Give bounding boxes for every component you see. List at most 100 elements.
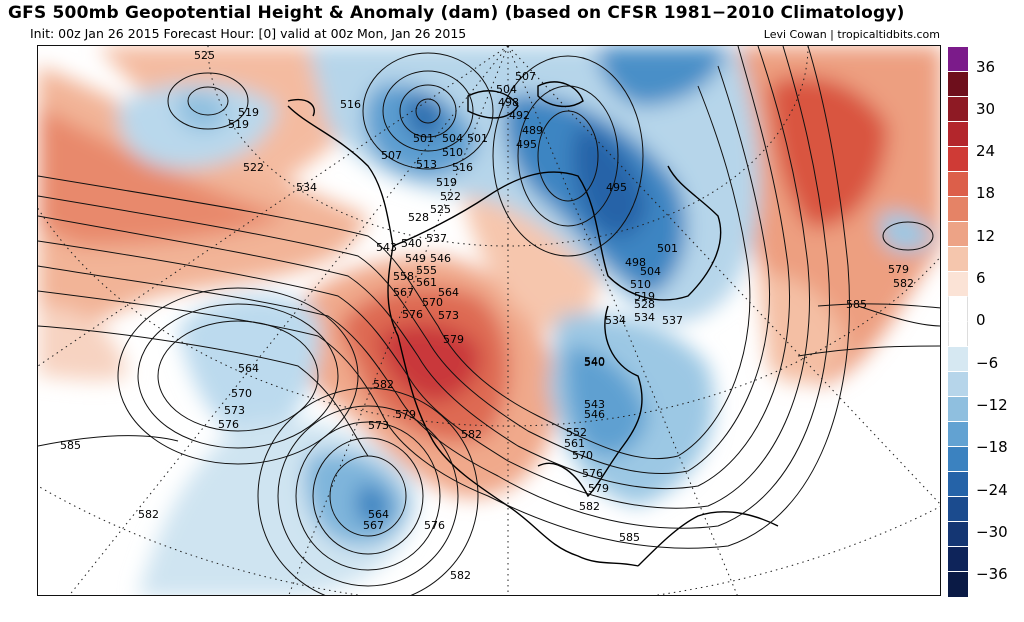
contour-label: 582: [373, 378, 394, 391]
contour-label: 573: [224, 404, 245, 417]
contour-label: 576: [582, 467, 603, 480]
color-scale-step: [948, 246, 968, 272]
contour-label: 555: [416, 264, 437, 277]
chart-title: GFS 500mb Geopotential Height & Anomaly …: [8, 3, 905, 23]
contour-label: 507: [515, 70, 536, 83]
contour-labels: 525 519 519 522 534 516 501 504 501 507 …: [60, 49, 914, 582]
contour-label: 519: [228, 118, 249, 131]
contour-label: 519: [238, 106, 259, 119]
color-scale-step: [948, 421, 968, 447]
scale-label: −6: [976, 354, 999, 372]
map-svg: 525 519 519 522 534 516 501 504 501 507 …: [38, 46, 940, 595]
contour-label: 564: [438, 286, 459, 299]
contour-label: 576: [218, 418, 239, 431]
contour-label: 522: [243, 161, 264, 174]
scale-label: 0: [976, 311, 986, 329]
contour-label: 498: [625, 256, 646, 269]
contour-label: 585: [846, 298, 867, 311]
scale-label: −18: [976, 438, 1008, 456]
color-scale-step: [948, 446, 968, 472]
contour-label: 570: [572, 449, 593, 462]
contour-label: 552: [566, 426, 587, 439]
contour-label: 540: [584, 356, 605, 369]
contour-label: 510: [442, 146, 463, 159]
contour-label: 573: [438, 309, 459, 322]
scale-label: −24: [976, 481, 1008, 499]
contour-label: 534: [634, 311, 655, 324]
scale-label: 30: [976, 100, 996, 118]
contour-label: 528: [634, 298, 655, 311]
contour-label: 501: [657, 242, 678, 255]
contour-label: 528: [408, 211, 429, 224]
anomaly-map: 525 519 519 522 534 516 501 504 501 507 …: [37, 45, 941, 596]
height-contours: [38, 46, 940, 595]
color-scale-step: [948, 121, 968, 147]
contour-label: 585: [60, 439, 81, 452]
contour-label: 519: [634, 290, 655, 303]
contour-label: 582: [579, 500, 600, 513]
contour-label: 561: [564, 437, 585, 450]
contour-label: 534: [605, 314, 626, 327]
coastlines: [287, 81, 779, 567]
contour-label: 579: [395, 408, 416, 421]
contour-label: 516: [340, 98, 361, 111]
credit-text: Levi Cowan | tropicaltidbits.com: [763, 28, 940, 41]
scale-label: 6: [976, 269, 986, 287]
contour-label: 558: [393, 270, 414, 283]
contour-label: 495: [606, 181, 627, 194]
contour-label: 582: [461, 428, 482, 441]
scale-label: 12: [976, 227, 996, 245]
contour-label: 570: [422, 296, 443, 309]
scale-label: 24: [976, 142, 996, 160]
scale-label: 18: [976, 184, 996, 202]
contour-label: 516: [452, 161, 473, 174]
contour-label: 492: [509, 109, 530, 122]
color-scale: [948, 46, 968, 597]
contour-label: 561: [416, 276, 437, 289]
color-scale-step: [948, 146, 968, 172]
contour-label: 549: [405, 252, 426, 265]
contour-label: 582: [893, 277, 914, 290]
contour-label: 582: [450, 569, 471, 582]
color-scale-step: [948, 346, 968, 372]
contour-label: 537: [662, 314, 683, 327]
contour-label: 489: [522, 124, 543, 137]
contour-label: 525: [194, 49, 215, 62]
contour-label: 564: [368, 508, 389, 521]
color-scale-step: [948, 496, 968, 522]
contour-label: 579: [888, 263, 909, 276]
scale-label: −36: [976, 565, 1008, 583]
scale-label: −30: [976, 523, 1008, 541]
contour-label: 576: [424, 519, 445, 532]
color-scale-step: [948, 271, 968, 297]
contour-label: 540: [401, 237, 422, 250]
contour-label: 567: [393, 286, 414, 299]
contour-label: 564: [238, 362, 259, 375]
contour-label: 576: [402, 308, 423, 321]
contour-label: 519: [436, 176, 457, 189]
color-scale-step: [948, 46, 968, 72]
contour-label: 585: [619, 531, 640, 544]
contour-label: 573: [368, 419, 389, 432]
contour-label: 579: [588, 482, 609, 495]
contour-label: 501: [467, 132, 488, 145]
contour-label: 570: [231, 387, 252, 400]
color-scale-step: [948, 96, 968, 122]
color-scale-step: [948, 171, 968, 197]
contour-label: 513: [416, 158, 437, 171]
contour-label: 498: [498, 96, 519, 109]
contour-label: 582: [138, 508, 159, 521]
contour-label: 546: [430, 252, 451, 265]
contour-label: 546: [584, 408, 605, 421]
contour-label: 501: [413, 132, 434, 145]
contour-label: 567: [363, 519, 384, 532]
color-scale-step: [948, 396, 968, 422]
color-scale-step: [948, 321, 968, 347]
init-info: Init: 00z Jan 26 2015 Forecast Hour: [0]…: [30, 26, 467, 41]
contour-label: 504: [496, 83, 517, 96]
color-scale-step: [948, 471, 968, 497]
contour-label: 504: [442, 132, 463, 145]
color-scale-step: [948, 521, 968, 547]
color-scale-step: [948, 221, 968, 247]
contour-label: 540: [584, 355, 605, 368]
